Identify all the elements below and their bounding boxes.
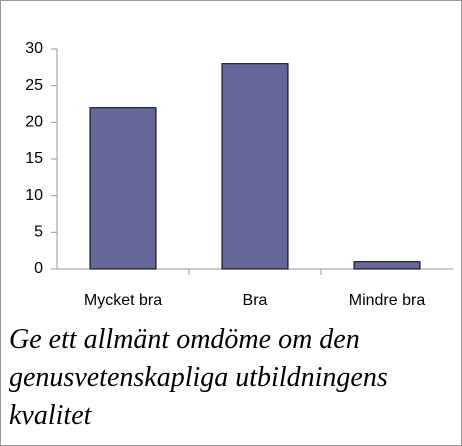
y-tick-label: 30: [25, 40, 43, 57]
bar: [221, 63, 289, 270]
y-tick-label: 15: [25, 150, 43, 167]
bar: [89, 107, 157, 270]
x-tick-label: Mycket bra: [84, 292, 162, 309]
bar: [353, 261, 421, 270]
chart: 0 5 10 15 20 25 30 Mycket bra Bra Mindre bra: [25, 40, 453, 309]
y-tick-label: 25: [25, 77, 43, 94]
y-tick-label: 0: [34, 260, 43, 277]
y-tick-label: 5: [34, 224, 43, 241]
chart-title: Ge ett allmänt omdöme om den genusvetens…: [9, 324, 388, 431]
x-tick-label: Mindre bra: [349, 292, 426, 309]
x-tick-label: Bra: [243, 292, 268, 309]
y-tick-label: 20: [25, 114, 43, 131]
y-tick-label: 10: [25, 187, 43, 204]
